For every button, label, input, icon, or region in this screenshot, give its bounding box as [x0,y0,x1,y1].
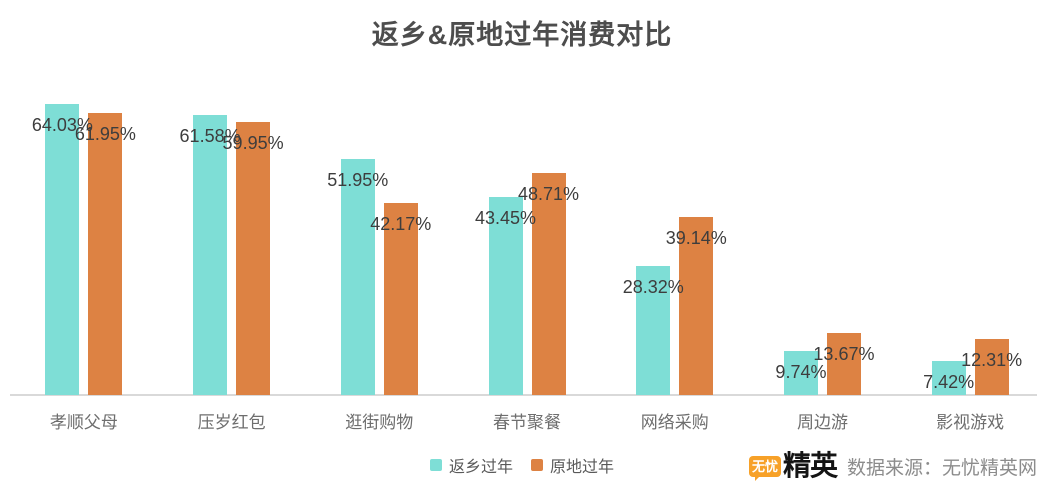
category-label-2: 逛街购物 [345,413,414,432]
logo-brand-text: 精英 [782,450,838,481]
legend-item-return-home: 返乡过年 [429,453,513,477]
bar-value-label: 48.71% [517,184,580,205]
bar-value-label: 12.31% [961,350,1023,370]
x-axis-line [10,394,1037,396]
bar-s1-c0: 61.95% [75,113,136,395]
bar-group-1: 61.58% 59.95% [158,60,306,395]
legend-label-return-home: 返乡过年 [448,459,513,476]
bar-s0-c3: 43.45% [475,197,536,395]
bar-s1-c1: 59.95% [223,122,284,395]
plot-area: 64.03% 61.95% 61.58% 59.95% 51.95% 42.17% 43.4… [10,60,1044,395]
bar-group-6: 7.42% 12.31% [896,60,1044,395]
bar-value-label: 43.45% [474,208,537,229]
category-label-3: 春节聚餐 [493,413,562,432]
bar-s0-c2: 51.95% [327,158,388,395]
bar-value-label: 7.42% [923,372,975,393]
bar-s1-c5: 13.67% [813,332,874,395]
bar-value-label: 9.74% [775,361,827,382]
category-label-4: 网络采购 [640,413,709,432]
bar-group-2: 51.95% 42.17% [305,60,453,395]
legend-swatch-stay-local [531,459,543,471]
legend-label-stay-local: 原地过年 [550,459,615,476]
bar-group-4: 28.32% 39.14% [601,60,749,395]
bar-value-label: 59.95% [222,133,284,154]
bar-value-label: 42.17% [370,214,432,235]
bar-value-label: 64.03% [31,114,93,135]
51job-elite-logo: 无忧 精英 [748,450,838,481]
bar-value-label: 61.95% [74,124,136,145]
bar-value-label: 61.58% [179,125,241,146]
bar-group-3: 43.45% 48.71% [453,60,601,395]
bar-s1-c3: 48.71% [518,173,579,395]
bar-s1-c6: 12.31% [961,339,1022,395]
legend-item-stay-local: 原地过年 [531,453,614,477]
bar-s0-c0: 64.03% [32,103,93,395]
legend-swatch-return-home [429,459,442,471]
bar-value-label: 51.95% [327,169,389,190]
bar-s1-c4: 39.14% [666,216,727,395]
bar-s0-c4: 28.32% [623,266,684,395]
chart-title: 返乡&原地过年消费对比 [371,20,673,50]
bar-s0-c1: 61.58% [180,114,241,395]
category-label-1: 压岁红包 [197,413,266,432]
bar-s0-c5: 9.74% [775,350,826,395]
bar-s1-c2: 42.17% [370,203,431,395]
category-label-5: 周边游 [796,413,848,432]
category-label-0: 孝顺父母 [49,413,118,432]
category-label-6: 影视游戏 [936,413,1005,432]
bar-value-label: 13.67% [813,343,875,364]
bar-group-5: 9.74% 13.67% [749,60,897,395]
data-source-text: 数据来源：无忧精英网 [846,457,1037,479]
logo-bubble: 无忧 [748,455,781,481]
footer: 无忧 精英 数据来源：无忧精英网 [748,449,1037,483]
bar-value-label: 39.14% [665,227,727,248]
bar-s0-c6: 7.42% [923,361,974,395]
bar-value-label: 28.32% [622,277,684,298]
category-axis: 孝顺父母 压岁红包 逛街购物 春节聚餐 网络采购 周边游 影视游戏 [10,408,1044,433]
legend: 返乡过年 原地过年 [0,453,1044,477]
bar-group-0: 64.03% 61.95% [10,60,158,395]
